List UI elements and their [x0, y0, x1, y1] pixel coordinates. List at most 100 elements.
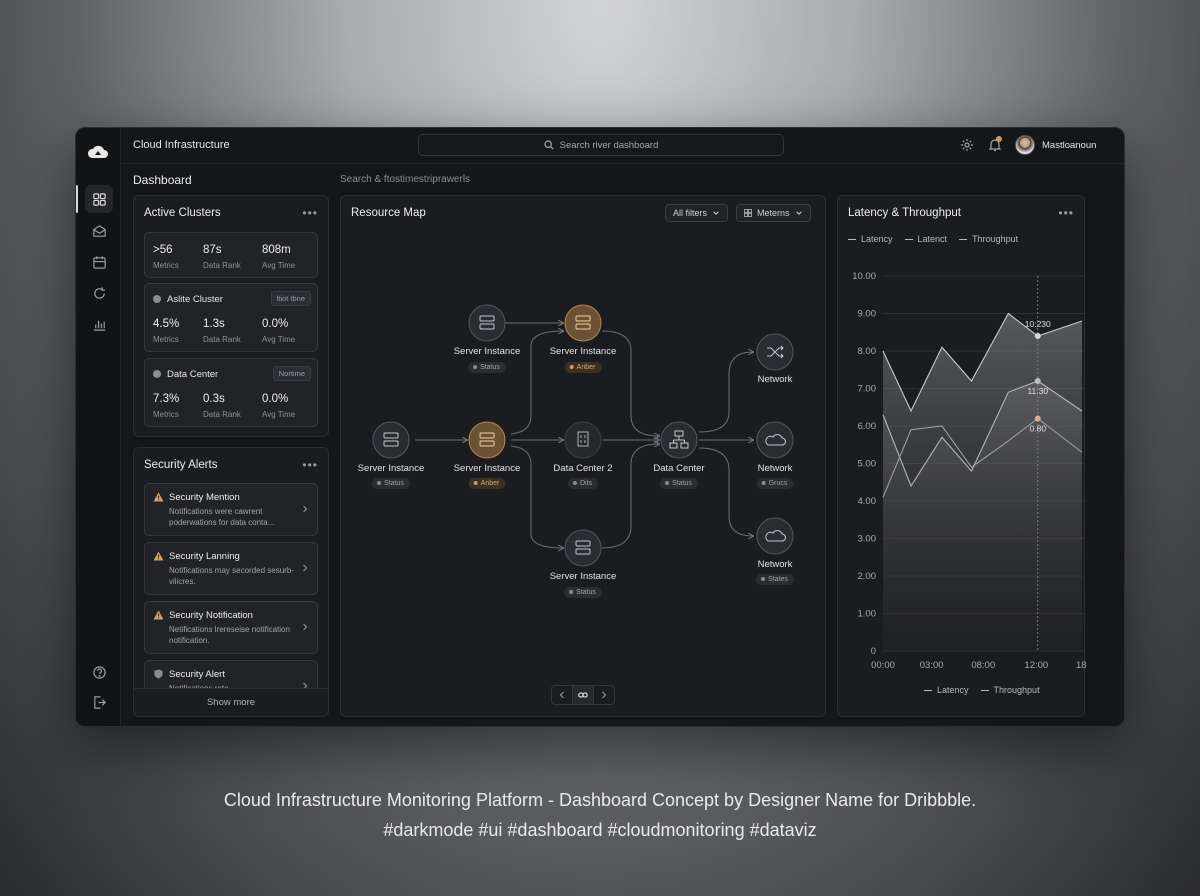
warning-icon [153, 492, 164, 502]
show-more-button[interactable]: Show more [134, 688, 328, 716]
status-dot [153, 295, 161, 303]
alert-item[interactable]: Security Notification Netifications lrer… [144, 601, 318, 654]
metric-value: 7.3% [153, 393, 180, 405]
chevron-down-icon [713, 211, 719, 215]
calendar-icon [92, 255, 106, 269]
legend-item[interactable]: Throughput [959, 234, 1018, 244]
legend-item[interactable]: Latency [924, 685, 969, 695]
node-label: Server Instance [453, 463, 521, 474]
more-icon[interactable]: ••• [302, 458, 318, 472]
data-center-node[interactable] [564, 421, 602, 459]
resource-map-panel: Resource Map All filters Meterns [340, 195, 826, 717]
metric-value: 0.0% [262, 393, 289, 405]
metric-label: Data Rank [203, 410, 241, 419]
node-label: Server Instance [549, 571, 617, 582]
y-tick-label: 1.00 [858, 609, 877, 620]
server-node[interactable] [564, 529, 602, 567]
more-icon[interactable]: ••• [1058, 206, 1074, 220]
cloud-logo-icon [87, 145, 108, 158]
legend-item[interactable]: Latency [848, 234, 893, 244]
alert-title: Security Notification [169, 610, 253, 621]
metric-label: Avg Time [262, 410, 296, 419]
nav-analytics[interactable] [85, 310, 113, 338]
cluster-name: Data Center [167, 369, 219, 380]
network-node[interactable] [756, 517, 794, 555]
security-alerts-panel: Security Alerts ••• Security Mention Not… [133, 447, 329, 717]
status-badge: Anber [468, 478, 506, 489]
cluster-card[interactable]: Aslite Cluster ltiot tbne 4.5% Metrics 1… [144, 283, 318, 352]
search-icon [544, 140, 554, 150]
node-label: Network [757, 463, 793, 474]
alert-item[interactable]: Security Lanning Notifications may secor… [144, 542, 318, 595]
alert-item[interactable]: Security Mention Notifications were cawr… [144, 483, 318, 536]
nav-rail [76, 128, 121, 726]
warning-icon [153, 551, 164, 561]
legend-item[interactable]: Latenct [904, 234, 947, 244]
server-node-amber[interactable] [564, 304, 602, 342]
metric-value: 1.3s [203, 318, 225, 330]
active-clusters-panel: Active Clusters ••• >56 Metrics 87s Data… [133, 195, 329, 437]
panel-title: Resource Map [351, 207, 426, 219]
status-badge: ltiot tbne [270, 291, 311, 306]
y-tick-label: 7.00 [858, 384, 877, 395]
sub-search[interactable]: Search & ftostimestriprawerls [340, 174, 471, 185]
all-filters-dropdown[interactable]: All filters [665, 204, 729, 222]
server-node[interactable] [468, 304, 506, 342]
nav-sync[interactable] [85, 279, 113, 307]
refresh-icon [93, 286, 105, 299]
metric-value: 87s [203, 244, 222, 256]
y-tick-label: 8.00 [858, 346, 877, 357]
y-tick-label: 6.00 [858, 421, 877, 432]
grid-icon [92, 192, 106, 206]
legend-label: Latency [937, 685, 969, 695]
data-center-node[interactable] [660, 421, 698, 459]
status-badge: Status [660, 478, 698, 489]
status-badge: Nortime [272, 366, 311, 381]
legend-item[interactable]: Throughput [980, 685, 1040, 695]
panel-title: Latency & Throughput [848, 207, 961, 219]
gear-icon[interactable] [960, 138, 974, 152]
latency-chart: 10.00 9.00 8.00 7.00 6.00 5.00 4.00 3.00 2.00 1.0… [852, 271, 1086, 671]
nav-help[interactable] [85, 658, 113, 686]
cluster-card[interactable]: Data Center Nortime 7.3% Metrics 0.3s Da… [144, 358, 318, 427]
chevron-left-icon [559, 691, 564, 699]
metric-value: 0.3s [203, 393, 225, 405]
alert-body: Notifications may secorded sesurb-vilicr… [169, 566, 294, 586]
metric-value: >56 [153, 244, 173, 256]
nav-dashboard[interactable] [85, 185, 113, 213]
nav-logout[interactable] [85, 688, 113, 716]
help-icon [92, 665, 106, 679]
metrics-dropdown[interactable]: Meterns [736, 204, 811, 222]
server-node-amber[interactable] [468, 421, 506, 459]
prev-button[interactable] [552, 686, 572, 704]
data-point [1034, 333, 1041, 339]
nav-inbox[interactable] [85, 217, 113, 245]
metric-label: Metrics [153, 261, 179, 270]
resource-graph [372, 304, 794, 567]
legend-label: Throughput [972, 234, 1019, 244]
legend-top: Latency Latenct Throughput [848, 234, 1018, 244]
cluster-summary-card[interactable]: >56 Metrics 87s Data Rank 808m Avg Time [144, 232, 318, 278]
next-button[interactable] [594, 686, 614, 704]
link-button[interactable] [572, 686, 594, 704]
app-window: Cloud Infrastructure Search river dashbo… [75, 127, 1125, 727]
map-pager [551, 685, 615, 705]
edge [601, 444, 659, 549]
panel-title: Active Clusters [144, 207, 221, 219]
server-node[interactable] [372, 421, 410, 459]
network-node[interactable] [756, 333, 794, 371]
more-icon[interactable]: ••• [302, 206, 318, 220]
network-node[interactable] [756, 421, 794, 459]
user-name[interactable]: Mastloanoun [1042, 140, 1097, 151]
search-placeholder: Search river dashboard [559, 139, 659, 151]
metric-value: 4.5% [153, 318, 180, 330]
chevron-right-icon [303, 623, 308, 631]
search-input[interactable]: Search river dashboard [418, 134, 784, 156]
alert-body: Notifications were cawrent poderwations … [169, 507, 275, 527]
status-badge: States [756, 574, 794, 585]
data-label: 0.80 [1030, 424, 1047, 434]
x-tick-label: 12:00 [1024, 660, 1048, 671]
y-tick-label: 10.00 [852, 271, 876, 282]
avatar[interactable] [1015, 135, 1035, 155]
nav-calendar[interactable] [85, 248, 113, 276]
